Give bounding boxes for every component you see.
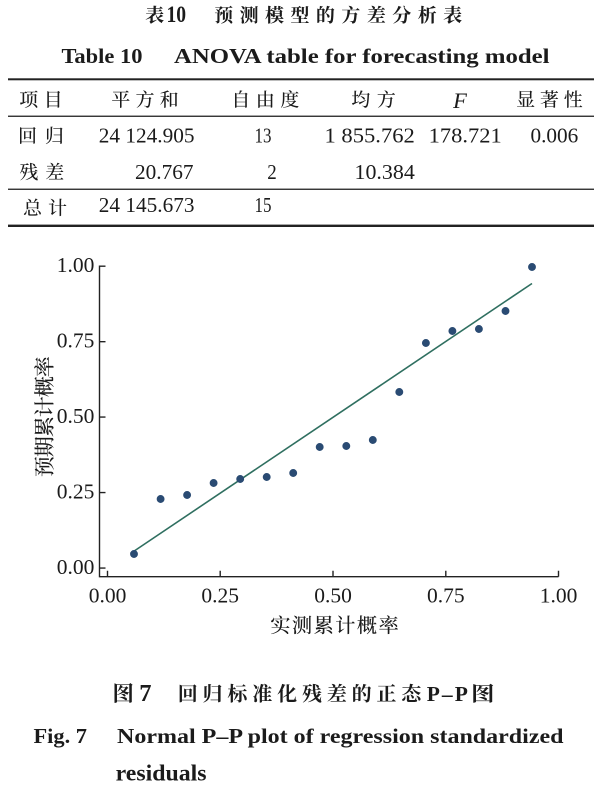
svg-text:2: 2 <box>267 160 277 184</box>
svg-text:Table 10: Table 10 <box>62 44 143 68</box>
svg-text:0.50: 0.50 <box>314 583 352 607</box>
svg-text:0.75: 0.75 <box>57 328 95 352</box>
svg-text:F: F <box>452 88 467 113</box>
svg-text:178.721: 178.721 <box>429 123 502 147</box>
svg-text:7: 7 <box>139 680 151 707</box>
svg-text:residuals: residuals <box>116 761 207 787</box>
svg-text:0.50: 0.50 <box>57 404 95 428</box>
svg-text:Fig. 7: Fig. 7 <box>34 724 88 748</box>
svg-text:1.00: 1.00 <box>540 583 578 607</box>
svg-text:0.006: 0.006 <box>531 123 579 147</box>
svg-text:13: 13 <box>255 123 272 147</box>
svg-text:0.00: 0.00 <box>89 583 127 607</box>
svg-text:0.25: 0.25 <box>57 479 95 503</box>
svg-text:24 145.673: 24 145.673 <box>99 193 195 217</box>
svg-text:1 855.762: 1 855.762 <box>325 123 415 147</box>
svg-text:Normal P–P plot of regression: Normal P–P plot of regression standardiz… <box>117 724 564 748</box>
svg-text:24 124.905: 24 124.905 <box>99 123 195 147</box>
svg-text:1.00: 1.00 <box>57 253 95 277</box>
svg-text:10: 10 <box>167 2 187 27</box>
svg-text:P–P: P–P <box>427 682 468 706</box>
svg-text:0.25: 0.25 <box>201 583 239 607</box>
svg-text:ANOVA table for forecasting mo: ANOVA table for forecasting model <box>174 44 550 68</box>
svg-text:20.767: 20.767 <box>135 160 194 184</box>
svg-text:0.00: 0.00 <box>57 555 95 579</box>
svg-text:15: 15 <box>255 193 272 217</box>
svg-text:10.384: 10.384 <box>355 160 416 184</box>
svg-text:0.75: 0.75 <box>427 583 465 607</box>
